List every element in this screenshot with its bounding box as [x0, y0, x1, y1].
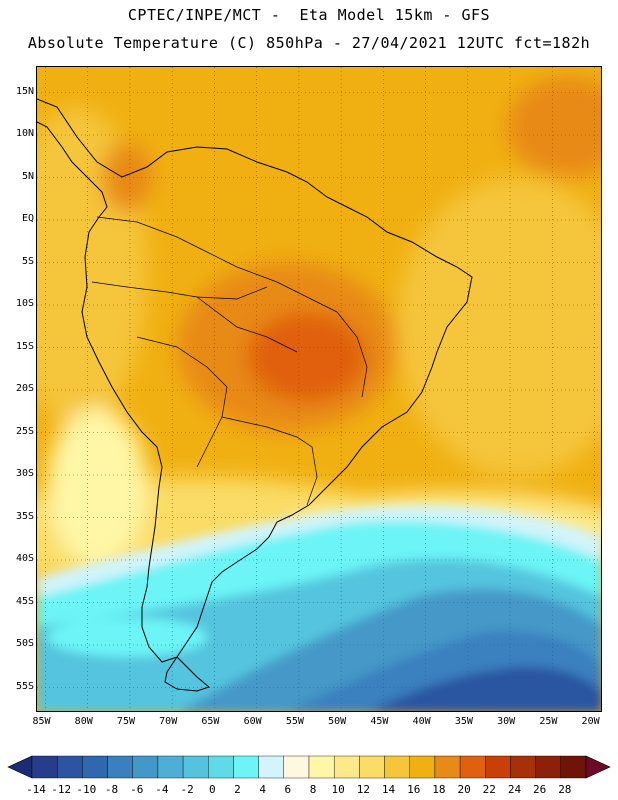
colorbar-tick-label: -14: [26, 783, 46, 796]
lon-label: 30W: [497, 716, 516, 727]
lat-label: 55S: [15, 680, 34, 692]
colorbar-tick-label: -8: [104, 783, 119, 796]
temperature-map: [36, 66, 602, 712]
lon-label: 35W: [454, 716, 473, 727]
colorbar-swatch: [434, 755, 461, 779]
colorbar-tick-label: -12: [51, 783, 72, 796]
colorbar-swatch: [485, 755, 511, 779]
colorbar-tick-label: 4: [259, 783, 266, 796]
colorbar-tick-label: 10: [331, 783, 345, 796]
colorbar-swatch: [359, 755, 385, 779]
lon-label: 25W: [539, 716, 558, 727]
lon-label: 45W: [370, 716, 389, 727]
colorbar-tick-label: 12: [356, 783, 370, 796]
colorbar-tick-label: 24: [507, 783, 522, 796]
colorbar-swatch: [308, 755, 335, 779]
lat-label: 10N: [15, 128, 34, 139]
colorbar-tick-label: 16: [407, 783, 421, 796]
colorbar-tick-label: 26: [533, 783, 547, 796]
colorbar-swatch: [283, 755, 310, 779]
colorbar-swatch: [31, 755, 58, 779]
lat-label: 35S: [15, 510, 34, 522]
map-subtitle: Absolute Temperature (C) 850hPa - 27/04/…: [27, 34, 591, 52]
lon-label: 55W: [285, 716, 304, 727]
lon-label: 60W: [243, 716, 262, 727]
colorbar-tick-label: -10: [76, 783, 97, 796]
lon-label: 75W: [116, 716, 135, 727]
lon-label: 80W: [74, 716, 93, 727]
temperature-field: [37, 67, 601, 711]
colorbar-swatch: [535, 755, 562, 779]
lat-label: 10S: [15, 298, 34, 309]
colorbar-swatch: [82, 755, 108, 779]
colorbar-swatch: [258, 755, 285, 779]
lat-label: 45S: [15, 595, 34, 607]
lat-label: 40S: [15, 553, 34, 564]
colorbar-swatch: [409, 755, 436, 779]
lat-label: 5S: [21, 255, 34, 267]
colorbar-tick-label: 14: [381, 783, 396, 796]
lon-label: 40W: [412, 716, 431, 727]
colorbar-tick-label: 18: [432, 783, 446, 796]
lon-label: 50W: [328, 716, 347, 727]
colorbar-swatch: [333, 755, 360, 779]
lon-label: 20W: [581, 716, 600, 727]
lat-label: 25S: [15, 425, 34, 437]
colorbar-tick-label: -2: [180, 783, 194, 796]
colorbar-tick-label: 20: [457, 783, 471, 796]
colorbar-swatch: [132, 755, 159, 779]
colorbar-swatch: [208, 755, 234, 779]
lat-label: 15S: [15, 340, 34, 352]
colorbar-swatch: [510, 755, 536, 779]
colorbar-tick-label: 8: [309, 783, 317, 796]
colorbar-swatch: [560, 755, 587, 779]
colorbar-swatch: [157, 755, 184, 779]
lat-label: 30S: [15, 468, 34, 479]
colorbar-swatch: [56, 755, 83, 779]
coastline: [37, 98, 473, 692]
map-title: CPTEC/INPE/MCT - Eta Model 15km - GFS: [127, 6, 491, 24]
colorbar-swatch: [459, 755, 486, 779]
lat-label: 20S: [15, 383, 34, 394]
colorbar-tick-label: -4: [155, 783, 169, 796]
country-borders: [91, 216, 368, 506]
lat-label: 15N: [15, 85, 34, 97]
lat-label: 50S: [15, 638, 34, 649]
colorbar-swatch: [233, 755, 259, 779]
lat-label: EQ: [21, 213, 34, 224]
colorbar-tick-label: 28: [558, 783, 572, 796]
colorbar-left-arrow: [7, 755, 33, 779]
colorbar-swatch: [182, 755, 209, 779]
colorbar-tick-label: -6: [130, 783, 144, 796]
lon-label: 70W: [159, 716, 178, 727]
colorbar-tick-label: 0: [208, 783, 216, 796]
lat-label: 5N: [21, 170, 34, 182]
colorbar-swatch: [107, 755, 133, 779]
colorbar-tick-label: 2: [234, 783, 241, 796]
colorbar-right-arrow: [585, 755, 611, 779]
colorbar-swatch: [384, 755, 410, 779]
colorbar-tick-label: 6: [284, 783, 292, 796]
lon-label: 85W: [32, 716, 51, 727]
lon-label: 65W: [201, 716, 220, 727]
colorbar-tick-label: 22: [482, 783, 496, 796]
colorbar: [7, 755, 611, 779]
